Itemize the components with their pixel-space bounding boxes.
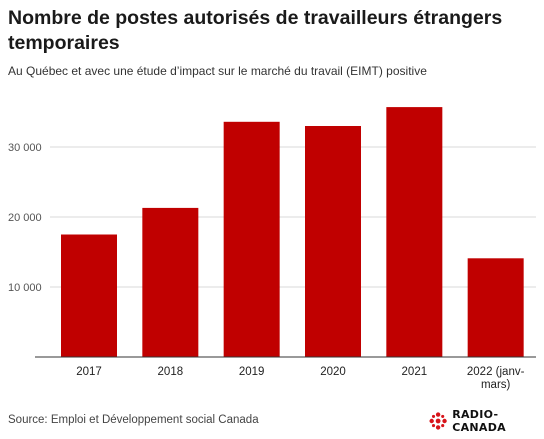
- logo-text: RADIO-CANADA: [452, 408, 506, 434]
- bar: [223, 121, 280, 357]
- x-tick-label: 2020: [320, 366, 346, 378]
- page-title: Nombre de postes autorisés de travailleu…: [8, 7, 503, 54]
- chart-subtitle: Au Québec et avec une étude d’impact sur…: [8, 64, 427, 78]
- source-note: Source: Emploi et Développement social C…: [8, 414, 259, 426]
- bar: [142, 207, 199, 357]
- bar: [305, 126, 361, 357]
- bar: [386, 107, 443, 357]
- bar: [467, 258, 524, 357]
- y-tick-label: 20 000: [8, 212, 42, 224]
- y-tick-label: 30 000: [8, 142, 42, 154]
- x-tick-label: 2021: [402, 366, 428, 378]
- x-tick-label: 2022 (janv-mars): [467, 366, 525, 391]
- y-tick-label: 10 000: [8, 282, 42, 294]
- radio-canada-logo: RADIO-CANADA: [428, 408, 544, 434]
- x-tick-label: 2019: [239, 366, 265, 378]
- x-tick-label: 2017: [76, 366, 102, 378]
- bar: [61, 234, 117, 357]
- x-tick-label: 2018: [158, 366, 184, 378]
- radio-canada-logo-icon: [429, 412, 447, 430]
